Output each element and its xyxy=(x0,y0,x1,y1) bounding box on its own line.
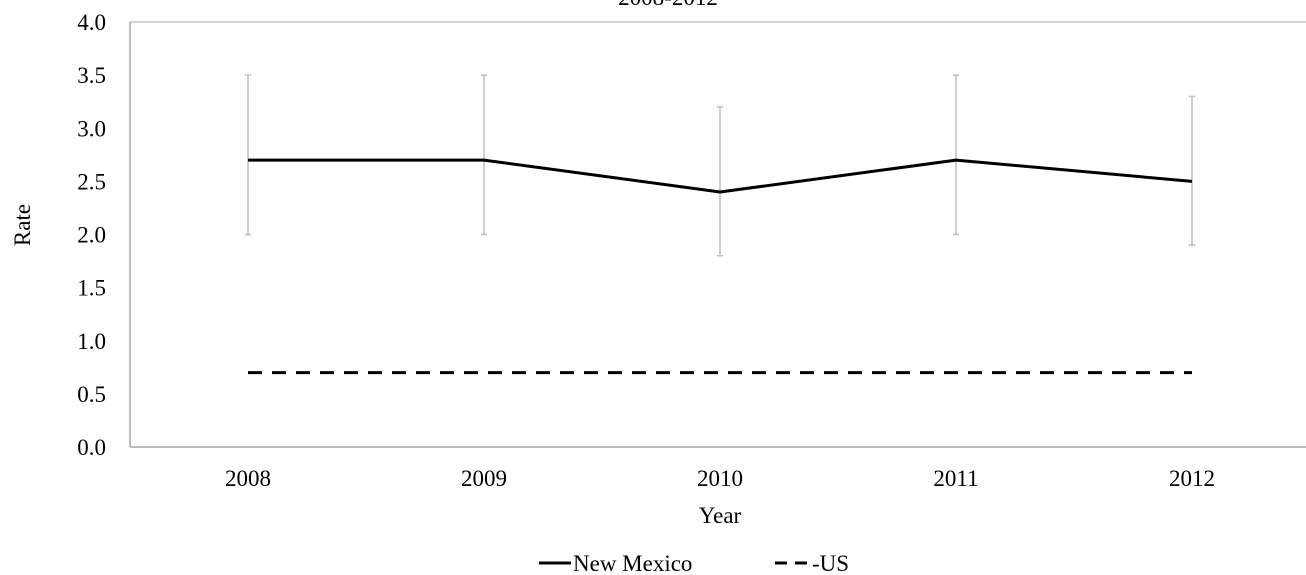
y-tick-label: 0.0 xyxy=(77,435,106,460)
chart-title: 2008-2012 xyxy=(618,0,718,10)
y-axis-title: Rate xyxy=(10,204,35,246)
x-tick-labels: 2008 2009 2010 2011 2012 xyxy=(225,466,1215,491)
legend-label-us: -US xyxy=(812,551,849,575)
y-tick-label: 0.5 xyxy=(77,382,106,407)
y-tick-label: 2.0 xyxy=(77,223,106,248)
series-line-new-mexico xyxy=(248,158,1193,194)
x-tick-label: 2009 xyxy=(461,466,507,491)
y-tick-label: 1.5 xyxy=(77,276,106,301)
series-lines xyxy=(248,158,1193,375)
x-tick-label: 2008 xyxy=(225,466,271,491)
y-tick-label: 4.0 xyxy=(77,10,106,35)
y-tick-label: 3.0 xyxy=(77,116,106,141)
x-axis-title: Year xyxy=(699,503,742,528)
x-tick-label: 2011 xyxy=(933,466,978,491)
legend: New Mexico -US xyxy=(539,551,849,575)
x-tick-label: 2010 xyxy=(697,466,743,491)
error-bars xyxy=(245,74,1195,257)
y-tick-label: 3.5 xyxy=(77,63,106,88)
x-tick-label: 2012 xyxy=(1169,466,1215,491)
y-tick-labels: 0.0 0.5 1.0 1.5 2.0 2.5 3.0 3.5 4.0 xyxy=(77,10,106,460)
y-tick-label: 2.5 xyxy=(77,169,106,194)
legend-label-new-mexico: New Mexico xyxy=(573,551,692,575)
y-tick-label: 1.0 xyxy=(77,329,106,354)
